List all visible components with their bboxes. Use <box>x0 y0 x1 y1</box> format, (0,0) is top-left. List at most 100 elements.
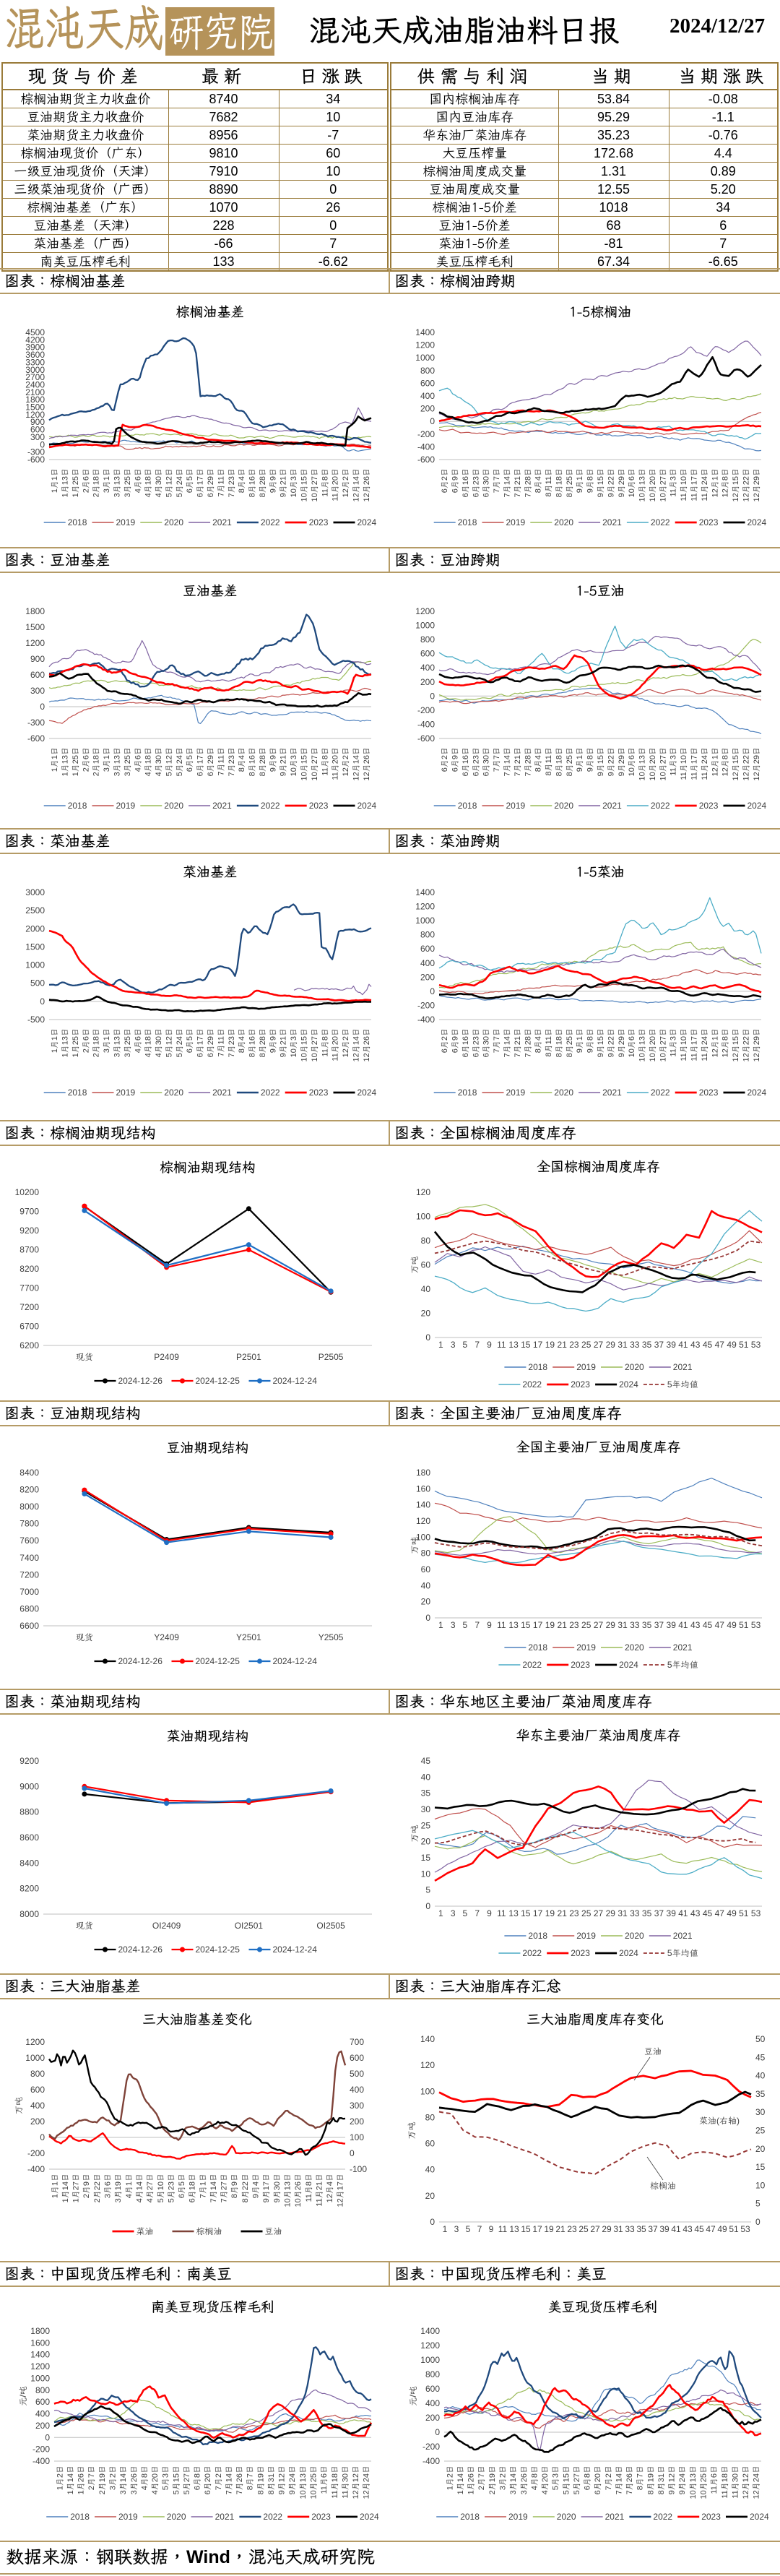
svg-text:12月14日: 12月14日 <box>352 468 360 501</box>
svg-text:6月29日: 6月29日 <box>207 1028 215 1057</box>
svg-text:万吨: 万吨 <box>407 2121 417 2139</box>
svg-text:80: 80 <box>421 1548 431 1559</box>
svg-text:0: 0 <box>350 2148 355 2158</box>
svg-text:800: 800 <box>420 366 435 376</box>
svg-text:31: 31 <box>618 1908 628 1918</box>
svg-text:2022: 2022 <box>261 801 280 811</box>
svg-text:400: 400 <box>425 2398 440 2408</box>
svg-text:20: 20 <box>755 2144 766 2154</box>
svg-text:11月8日: 11月8日 <box>321 468 329 497</box>
svg-text:39: 39 <box>659 2224 670 2234</box>
svg-text:51: 51 <box>729 2224 739 2234</box>
svg-text:15: 15 <box>421 1853 431 1863</box>
svg-text:41: 41 <box>678 1340 688 1350</box>
svg-text:6月17日: 6月17日 <box>196 468 205 497</box>
svg-text:21: 21 <box>558 1908 568 1918</box>
svg-text:1月25日: 1月25日 <box>72 468 80 497</box>
svg-text:8月18日: 8月18日 <box>555 1028 564 1057</box>
svg-text:1: 1 <box>443 2224 448 2234</box>
svg-text:9月22日: 9月22日 <box>607 1028 615 1057</box>
svg-text:P2505: P2505 <box>318 1352 344 1362</box>
svg-text:2021: 2021 <box>605 2512 625 2522</box>
svg-text:7月2日: 7月2日 <box>214 2465 223 2490</box>
svg-text:9月29日: 9月29日 <box>618 1028 626 1057</box>
svg-text:120: 120 <box>416 1516 430 1526</box>
svg-text:43: 43 <box>690 1340 701 1350</box>
svg-text:1月2日: 1月2日 <box>446 2465 454 2490</box>
svg-text:1000: 1000 <box>415 353 435 363</box>
svg-text:0: 0 <box>425 1613 430 1623</box>
svg-text:7月2日: 7月2日 <box>604 2465 613 2490</box>
svg-text:现货: 现货 <box>76 1352 93 1362</box>
svg-text:12月1日: 12月1日 <box>711 747 719 776</box>
svg-text:10月13日: 10月13日 <box>689 2465 698 2499</box>
svg-text:0: 0 <box>430 2217 435 2227</box>
svg-text:8月9日: 8月9日 <box>230 2174 239 2198</box>
svg-text:300: 300 <box>30 432 45 442</box>
svg-text:11月17日: 11月17日 <box>690 1028 699 1061</box>
svg-text:2019: 2019 <box>576 1931 596 1941</box>
svg-text:11月17日: 11月17日 <box>690 747 699 780</box>
svg-text:10月13日: 10月13日 <box>284 2174 292 2207</box>
svg-text:1: 1 <box>438 1908 443 1918</box>
svg-text:7月14日: 7月14日 <box>209 2174 218 2202</box>
svg-text:元/吨: 元/吨 <box>18 2386 28 2405</box>
svg-text:49: 49 <box>727 1340 737 1350</box>
svg-text:7月23日: 7月23日 <box>228 747 236 776</box>
svg-text:1600: 1600 <box>30 2338 50 2348</box>
svg-text:2023: 2023 <box>701 2512 721 2522</box>
svg-text:140: 140 <box>420 2034 435 2044</box>
svg-text:1500: 1500 <box>25 942 45 952</box>
svg-text:万吨: 万吨 <box>410 1536 420 1554</box>
svg-text:2022: 2022 <box>651 517 670 527</box>
svg-text:40: 40 <box>755 2071 766 2081</box>
svg-text:2021: 2021 <box>673 1931 693 1941</box>
svg-text:21: 21 <box>558 1340 568 1350</box>
svg-text:2022: 2022 <box>263 2512 282 2522</box>
svg-text:1000: 1000 <box>25 2053 45 2063</box>
svg-text:2022: 2022 <box>522 1660 542 1670</box>
svg-text:5月3日: 5月3日 <box>162 2465 170 2490</box>
svg-text:1000: 1000 <box>415 916 435 926</box>
svg-text:3月25日: 3月25日 <box>124 468 132 497</box>
svg-text:OI2501: OI2501 <box>235 1921 264 1931</box>
svg-text:2月6日: 2月6日 <box>82 747 90 772</box>
svg-text:800: 800 <box>30 2069 45 2079</box>
svg-text:5: 5 <box>755 2199 760 2209</box>
svg-text:OI2505: OI2505 <box>316 1921 345 1931</box>
svg-text:2018: 2018 <box>458 801 477 811</box>
svg-text:8月28日: 8月28日 <box>259 747 267 776</box>
svg-text:1200: 1200 <box>415 340 435 350</box>
svg-text:7000: 7000 <box>20 1587 39 1597</box>
svg-text:2020: 2020 <box>625 1642 644 1653</box>
svg-text:-400: -400 <box>422 2456 440 2466</box>
svg-text:43: 43 <box>690 1908 701 1918</box>
svg-text:12月29日: 12月29日 <box>753 468 761 501</box>
svg-text:8月22日: 8月22日 <box>241 2174 250 2202</box>
svg-text:2023: 2023 <box>571 1379 590 1390</box>
svg-text:-200: -200 <box>417 705 435 715</box>
svg-text:53: 53 <box>751 1620 761 1630</box>
svg-text:37: 37 <box>648 2224 658 2234</box>
svg-text:8月7日: 8月7日 <box>636 2465 645 2490</box>
svg-text:5年均值: 5年均值 <box>667 1948 698 1958</box>
svg-text:25: 25 <box>581 1620 592 1630</box>
svg-text:8800: 8800 <box>20 1807 39 1817</box>
svg-text:9月1日: 9月1日 <box>576 747 584 772</box>
svg-text:P2409: P2409 <box>154 1352 179 1362</box>
svg-text:10月25日: 10月25日 <box>310 2465 318 2499</box>
svg-text:3: 3 <box>451 1620 456 1630</box>
svg-text:11月6日: 11月6日 <box>710 2465 719 2494</box>
svg-text:0: 0 <box>435 2427 440 2437</box>
svg-text:2019: 2019 <box>506 517 526 527</box>
svg-text:1800: 1800 <box>30 2326 50 2336</box>
svg-text:2019: 2019 <box>116 517 136 527</box>
svg-text:6月9日: 6月9日 <box>451 1028 460 1053</box>
svg-text:49: 49 <box>727 1620 737 1630</box>
svg-text:7月1日: 7月1日 <box>199 2174 207 2198</box>
svg-text:7月28日: 7月28日 <box>524 1028 532 1057</box>
svg-text:1月27日: 1月27日 <box>72 2174 81 2202</box>
svg-text:8月19日: 8月19日 <box>646 2465 655 2494</box>
svg-text:8月25日: 8月25日 <box>566 747 574 776</box>
svg-text:美豆现货压榨毛利: 美豆现货压榨毛利 <box>547 2298 657 2316</box>
